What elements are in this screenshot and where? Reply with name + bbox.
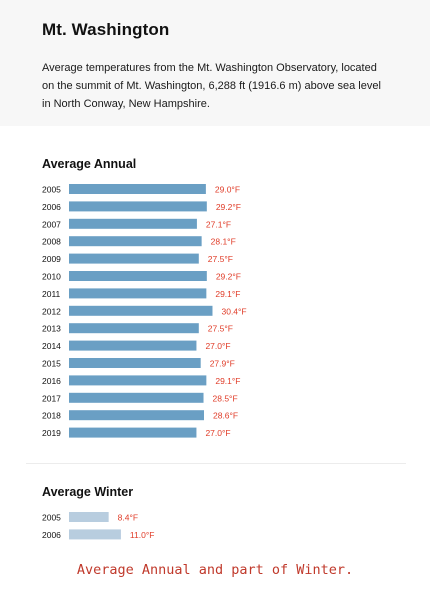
section-divider: [26, 463, 406, 464]
annual-bar-chart: 2005 29.0°F 2006 29.2°F 2007 27.1°F 2008 28.1°F…: [42, 184, 247, 438]
annual-bar: [69, 410, 204, 421]
winter-bar: [69, 512, 109, 522]
annual-category-label: 2012: [42, 306, 61, 316]
annual-category-label: 2019: [42, 428, 61, 438]
annual-value-label: 27.9°F: [210, 359, 235, 369]
annual-section-title: Average Annual: [42, 157, 137, 171]
annual-category-label: 2011: [42, 289, 61, 299]
annual-bar: [69, 340, 197, 351]
annual-category-label: 2008: [42, 237, 61, 247]
annual-value-label: 27.0°F: [205, 341, 230, 351]
annual-bar: [69, 392, 204, 403]
annual-category-label: 2007: [42, 219, 61, 229]
annual-bar: [69, 271, 207, 281]
annual-value-label: 27.5°F: [208, 254, 233, 264]
winter-section-title: Average Winter: [42, 485, 134, 499]
annual-bar: [69, 427, 197, 438]
annual-value-label: 27.0°F: [205, 428, 230, 438]
annual-category-label: 2006: [42, 202, 61, 212]
winter-category-label: 2006: [42, 530, 61, 540]
annual-bar: [69, 184, 206, 194]
caption: Average Annual and part of Winter.: [76, 562, 354, 578]
annual-value-label: 29.0°F: [215, 185, 240, 195]
annual-value-label: 30.4°F: [221, 306, 246, 316]
page-description: Average temperatures from the Mt. Washin…: [42, 62, 381, 110]
annual-bar: [69, 375, 207, 386]
annual-bar: [69, 253, 199, 264]
annual-category-label: 2013: [42, 324, 61, 334]
annual-bar: [69, 305, 213, 316]
page-title: Mt. Washington: [42, 20, 170, 39]
annual-bar: [69, 201, 207, 212]
annual-category-label: 2010: [42, 272, 61, 282]
annual-category-label: 2015: [42, 359, 61, 369]
annual-value-label: 29.2°F: [216, 272, 241, 282]
annual-bar: [69, 236, 202, 247]
annual-value-label: 28.5°F: [213, 393, 238, 403]
winter-value-label: 11.0°F: [130, 530, 155, 540]
annual-bar: [69, 323, 199, 334]
header: Mt. Washington Average temperatures from…: [0, 0, 430, 126]
winter-category-label: 2005: [42, 513, 61, 523]
annual-value-label: 28.1°F: [211, 237, 236, 247]
annual-category-label: 2017: [42, 393, 61, 403]
annual-category-label: 2018: [42, 411, 61, 421]
annual-value-label: 27.5°F: [208, 324, 233, 334]
annual-bar: [69, 358, 201, 368]
winter-bar: [69, 529, 121, 540]
annual-value-label: 29.2°F: [216, 202, 241, 212]
annual-category-label: 2016: [42, 376, 61, 386]
annual-bar: [69, 288, 207, 299]
winter-value-label: 8.4°F: [118, 513, 138, 523]
annual-category-label: 2014: [42, 341, 61, 351]
annual-value-label: 27.1°F: [206, 219, 231, 229]
annual-value-label: 29.1°F: [215, 376, 240, 386]
annual-category-label: 2005: [42, 185, 61, 195]
annual-bar: [69, 218, 197, 229]
annual-value-label: 28.6°F: [213, 411, 238, 421]
annual-value-label: 29.1°F: [215, 289, 240, 299]
winter-bar-chart: 2005 8.4°F 2006 11.0°F: [42, 512, 155, 540]
annual-category-label: 2009: [42, 254, 61, 264]
